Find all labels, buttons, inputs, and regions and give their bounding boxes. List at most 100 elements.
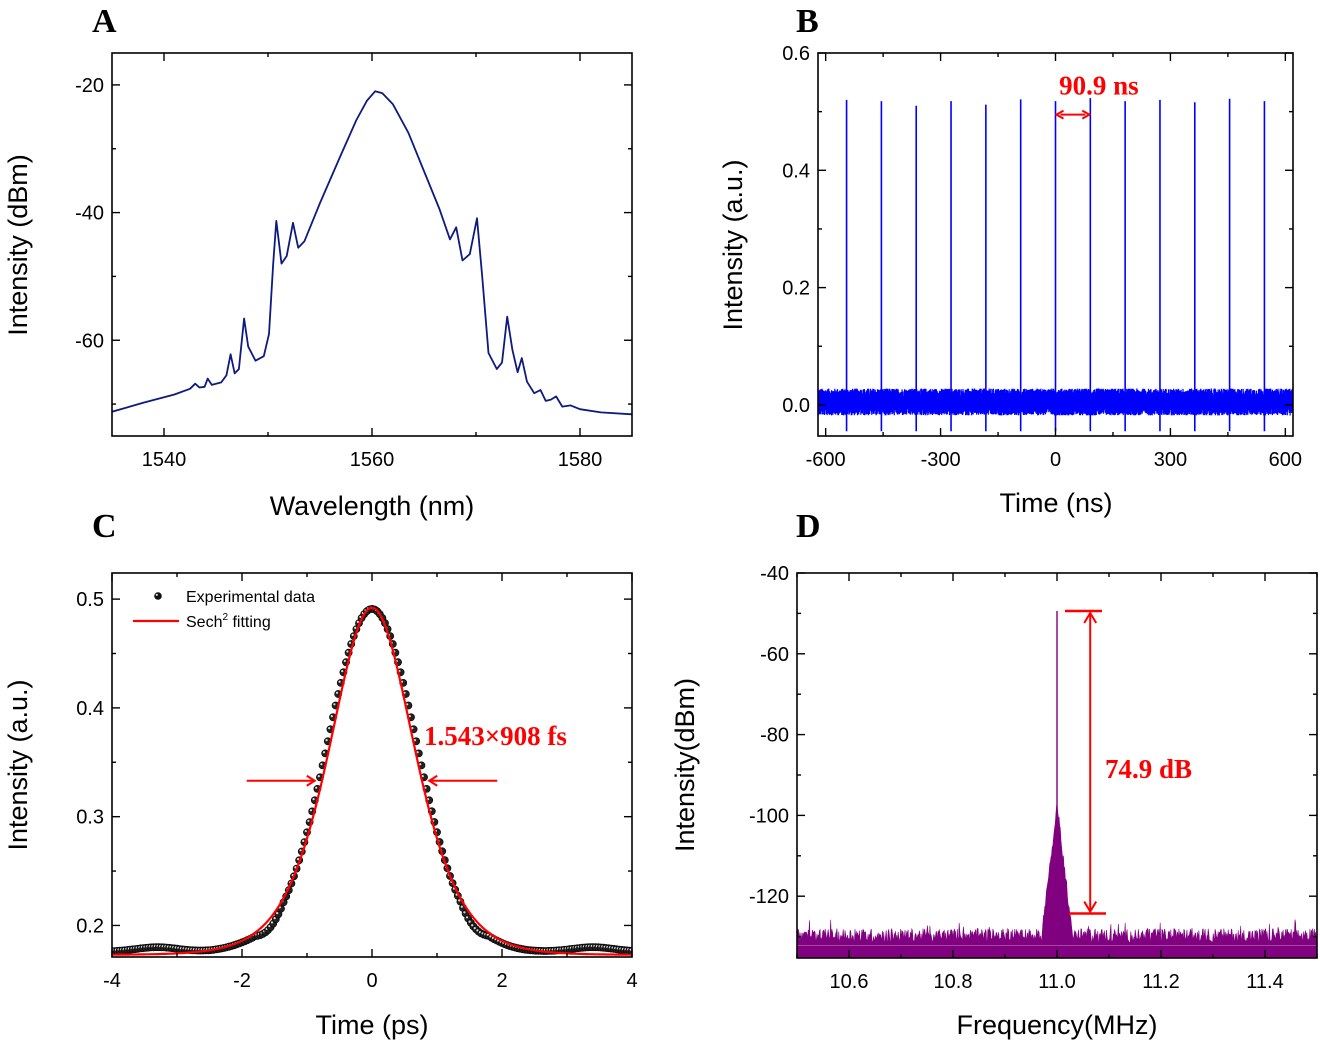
y-tick-label: -20 [75,75,104,97]
data-point-highlight [346,650,349,653]
data-layer-b [818,98,1293,432]
plot-area-b: 90.9 ns -600 -300 0 300 600 0.0 0.2 0.4 0.6 [782,43,1302,471]
y-tick-label: -40 [75,203,104,225]
x-tick-label: -300 [921,449,961,471]
data-point-highlight [320,763,323,766]
data-point-highlight [413,739,417,742]
data-point-highlight [328,727,331,730]
data-point-highlight [419,763,422,766]
y-axis-title-c: Intensity (a.u.) [3,679,33,850]
data-point-highlight [325,739,328,742]
axes-frame-a [111,52,633,437]
legend-marker-highlight [155,593,158,596]
legend: Experimental data Sech2 fitting [133,589,315,631]
x-tick-label: 4 [626,970,637,992]
data-point-highlight [315,786,318,789]
data-point-highlight [338,680,341,683]
y-tick-label: 0.6 [782,43,810,65]
data-point-highlight [322,751,326,754]
data-point-highlight [351,633,354,637]
period-arrow-head-right [1081,109,1092,120]
x-tick-label: 11.0 [1038,971,1075,993]
y-tick-label: -100 [749,805,789,827]
data-point-highlight [343,659,346,663]
data-point-highlight [348,641,352,644]
data-point-highlight [335,691,339,694]
legend-label-experimental: Experimental data [186,589,315,606]
x-tick-label: 10.6 [830,971,869,993]
data-point-highlight [406,703,409,706]
y-tick-label: 0.5 [76,589,104,611]
sech2-fit-line [112,606,632,956]
data-layer-c [112,605,632,956]
x-tick-label: 1580 [558,449,603,471]
x-tick-label: 1560 [350,449,395,471]
data-point-highlight [458,899,461,902]
y-tick-label: -60 [75,330,104,352]
y-axis-title-b: Intensity (a.u.) [718,159,748,330]
data-point-highlight [341,670,344,673]
data-point-highlight [411,727,414,730]
data-point-highlight [354,626,357,630]
x-tick-label: 10.8 [934,971,973,993]
x-axis-title-c: Time (ps) [316,1010,429,1040]
data-layer-d [797,610,1317,958]
data-point-highlight [416,751,419,754]
x-tick-label: 2 [496,970,507,992]
x-tick-label: -2 [233,970,251,992]
x-tick-label: 11.2 [1142,971,1179,993]
plot-area-a: 1540 1560 1580 -20 -40 -60 [75,52,633,471]
snr-annotation: 74.9 dB [1105,754,1192,784]
fwhm-arrow-left-head [306,774,317,787]
data-point-highlight [270,921,274,924]
panel-label-a: A [92,3,117,40]
data-point-highlight [304,830,307,833]
data-point-highlight [302,839,305,843]
y-tick-label: -60 [760,644,789,666]
data-point-highlight [471,924,474,927]
data-point-highlight [296,858,300,861]
data-point-highlight [460,905,463,908]
data-point-highlight [312,798,315,801]
data-point-highlight [473,927,476,930]
y-tick-label: 0.2 [782,278,810,300]
x-tick-label: 1540 [142,449,187,471]
rf-spectrum-area [797,804,1317,958]
data-point-highlight [330,715,333,718]
spectrum-line [112,90,632,416]
period-annotation: 90.9 ns [1059,71,1139,101]
data-point-highlight [421,775,424,778]
x-tick-label: -4 [103,970,121,992]
panel-label-b: B [796,3,819,40]
panel-label-c: C [92,508,117,545]
x-axis-title-d: Frequency(MHz) [956,1010,1157,1040]
x-tick-label: 0 [366,970,377,992]
y-tick-label: 0.2 [76,915,104,937]
data-point-highlight [476,929,479,932]
snr-arrow-head-top [1083,611,1098,624]
x-tick-label: 600 [1269,449,1302,471]
legend-label-fit: Sech2 fitting [186,612,271,631]
data-point-highlight [468,920,471,923]
period-arrow-head-left [1054,109,1064,120]
data-point-highlight [307,819,310,823]
data-layer-a [112,90,632,416]
data-point-highlight [356,620,359,624]
data-point-highlight [463,911,466,914]
x-tick-label: 300 [1154,449,1187,471]
fwhm-arrow-right-head [427,774,438,787]
data-point-highlight [317,775,320,778]
data-point-highlight [309,809,313,812]
y-axis-title-d: Intensity(dBm) [670,678,700,852]
data-point-highlight [408,715,411,718]
y-tick-label: 0.3 [76,807,104,829]
x-axis-title-b: Time (ns) [1000,488,1113,518]
panel-b: B 90.9 ns -600 -300 0 300 600 0.0 0.2 0.4 0.6 Tim… [718,3,1302,518]
y-tick-label: -80 [760,725,789,747]
legend-label-fit-suffix: fitting [228,614,271,631]
panel-a: A 1540 1560 1580-20-40-60 Wavelength (nm) … [3,3,633,521]
y-tick-label: 0.4 [782,160,810,182]
legend-label-fit-superscript: 2 [222,612,228,623]
